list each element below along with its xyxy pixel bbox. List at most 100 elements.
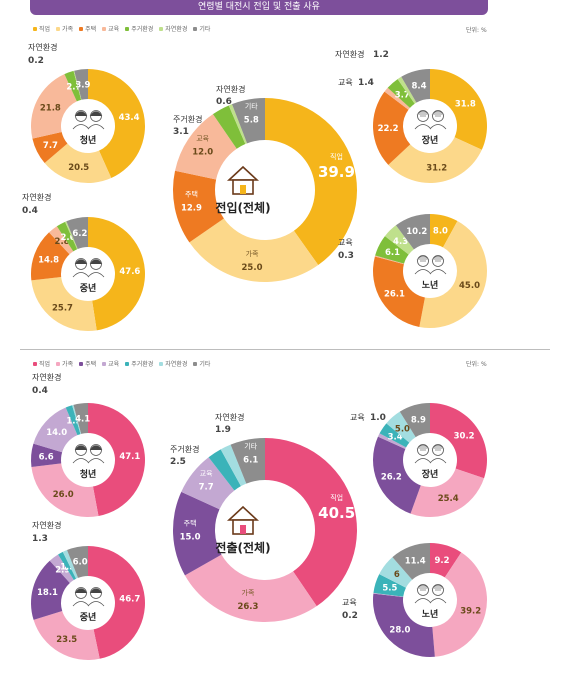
legend-swatch [79, 26, 84, 31]
slice-value-label: 18.1 [37, 588, 58, 598]
legend-item: 직업 [33, 24, 50, 33]
donut-slice [184, 554, 317, 622]
slice-value-label: 47.1 [119, 452, 140, 462]
donut-slice [430, 214, 458, 248]
slice-value-label: 40.5 [318, 504, 355, 522]
slice-value-label: 21.8 [40, 103, 61, 113]
callout-name: 자연환경 [32, 520, 61, 530]
slice-value-label: 6 [394, 570, 400, 580]
slice-category-label: 직업 [330, 493, 343, 502]
slice-value-label: 25.4 [438, 494, 459, 504]
donut-slice [31, 463, 99, 517]
slice-value-label: 39.2 [460, 606, 481, 616]
center-label: 청년 [80, 134, 97, 146]
donut-slice [430, 543, 462, 578]
donut-9: 9.2 39.2 28.0 5.5 6 11.4 노년 교육 0.2 [342, 543, 488, 657]
slice-value-label: 30.2 [454, 431, 475, 441]
donut-slice [30, 232, 70, 281]
person-hair [74, 445, 88, 451]
donut-slice [373, 574, 406, 597]
donut-slice [432, 552, 488, 657]
donut-slice [88, 546, 146, 659]
person-body [72, 124, 90, 130]
person-body [429, 458, 447, 464]
house-icon [226, 505, 260, 521]
center-label: 전입(전체) [215, 200, 270, 215]
section-divider [20, 349, 550, 350]
legend-swatch [79, 361, 84, 366]
donut-slice [373, 91, 411, 165]
slice-value-label: 3.9 [75, 80, 90, 90]
unit-label-top: 단위: % [466, 27, 487, 34]
donut-slice [88, 403, 145, 517]
slice-value-label: 39.9 [318, 163, 355, 181]
legend-item: 교육 [102, 359, 119, 368]
slice-value-label: 1.5 [60, 562, 75, 572]
legend-swatch [102, 361, 107, 366]
callout-name: 자연환경 [216, 84, 245, 94]
slice-category-label: 가족 [242, 588, 255, 597]
donut-4: 8.0 45.0 26.1 6.14.310.2 노년 교육 0.3 [338, 214, 488, 329]
callout-name: 교육 [338, 238, 353, 247]
legend-item: 자연환경 [159, 359, 187, 368]
donut-slice [72, 404, 82, 435]
slice-value-label: 12.0 [192, 147, 213, 157]
legend-bottom: 직업 가족 주택 교육 주거환경 자연환경 기타 [33, 359, 210, 368]
donut-slice [67, 546, 88, 578]
slice-value-label: 8.0 [433, 226, 448, 236]
center-label: 중년 [80, 282, 97, 294]
person-body [414, 458, 432, 464]
callout-value: 1.4 [358, 78, 374, 88]
person-hair [416, 255, 430, 261]
slice-category-label: 교육 [196, 134, 209, 142]
donut-slice [384, 87, 410, 110]
slice-value-label: 6.0 [73, 558, 88, 568]
donut-slice [384, 225, 414, 255]
donut-slice [31, 74, 77, 139]
slice-value-label: 4.3 [393, 237, 408, 247]
donut-slice [58, 551, 77, 581]
slice-value-label: 4.1 [75, 414, 90, 424]
person-body [72, 601, 90, 607]
center-label: 청년 [80, 468, 97, 480]
donut-slice [62, 550, 79, 579]
donut-slice [387, 79, 415, 108]
donut-6: 직업 40.5 가족 26.3 주택 15.0 교육 7.7 기타 6.1 전출(전체) 주거환경 2.… [170, 412, 358, 622]
donut-slice [30, 443, 63, 468]
center-label: 장년 [422, 468, 439, 480]
callout-value: 0.6 [216, 97, 232, 107]
donut-slice [173, 491, 222, 576]
slice-value-label: 6.1 [243, 455, 258, 465]
donut-slice [32, 131, 68, 163]
donut-0: 43.4 20.5 7.7 21.8 2.73.9 청년 자연환경 0.2 [28, 42, 145, 183]
callout-value: 1.0 [370, 413, 386, 423]
donut-slice [88, 217, 146, 331]
donut-slice [230, 437, 265, 484]
donut-slice [430, 69, 487, 150]
legend-label: 자연환경 [165, 361, 188, 368]
callout-name: 교육 [338, 78, 353, 87]
legend-swatch [33, 26, 37, 31]
donut-slice [49, 226, 74, 255]
person-hair [431, 110, 445, 116]
person-hair [416, 110, 430, 116]
donut-slice [65, 221, 78, 250]
donut-slice [228, 104, 248, 145]
donut-slice [372, 593, 435, 657]
legend-label: 기타 [199, 26, 211, 33]
legend-label: 가족 [62, 26, 74, 33]
person-hair [416, 584, 430, 590]
donut-8: 46.7 23.5 18.1 2.91.56.0 중년 자연환경 1.3 [30, 520, 146, 660]
callout-name: 주거환경 [170, 444, 199, 454]
legend-swatch [125, 361, 130, 366]
donut-slice [388, 137, 482, 183]
legend-label: 가족 [62, 361, 74, 368]
slice-value-label: 9.2 [434, 556, 449, 566]
donut-slice [88, 69, 145, 179]
donut-slice [419, 221, 488, 329]
callout-name: 주거환경 [173, 114, 202, 124]
person-body [429, 269, 447, 275]
slice-value-label: 7.7 [43, 141, 58, 151]
legend-swatch [159, 361, 164, 366]
